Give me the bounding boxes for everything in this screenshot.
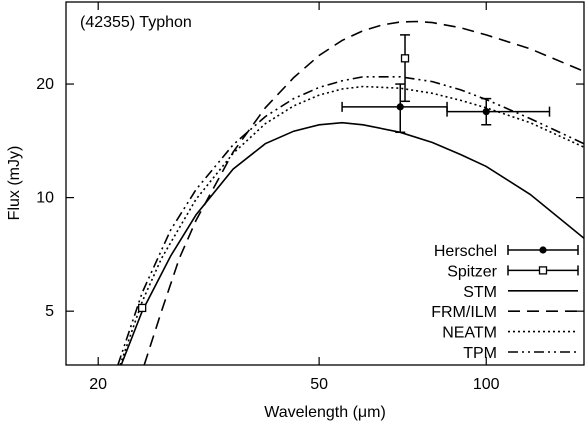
legend-label-herschel: Herschel — [434, 243, 497, 260]
series-line-frm-ilm — [143, 20, 584, 365]
x-tick-label: 20 — [89, 376, 107, 393]
herschel-data-point — [482, 108, 490, 116]
spitzer-data-point — [400, 54, 410, 63]
plot-frame — [65, 1, 585, 366]
series-line-tpm — [117, 76, 584, 365]
x-tick-label: 50 — [310, 376, 328, 393]
legend-marker-herschel — [539, 246, 547, 254]
legend-label-frm-ilm: FRM/ILM — [431, 304, 497, 321]
x-tick-label: 100 — [473, 376, 500, 393]
legend-label-stm: STM — [463, 284, 497, 301]
y-axis-label: Flux (mJy) — [6, 146, 23, 221]
chart-title: (42355) Typhon — [80, 14, 192, 31]
legend: Herschel Spitzer STM FRM/ILM NEATM TPM — [431, 243, 579, 362]
x-axis-label: Wavelength (μm) — [264, 404, 386, 421]
y-tick-label: 5 — [45, 303, 54, 320]
y-tick-label: 10 — [36, 190, 54, 207]
marker-layer — [138, 34, 551, 313]
herschel-data-point — [396, 103, 404, 111]
tick-layer: 20 50 100 5 10 20 — [36, 2, 584, 393]
spitzer-data-point — [138, 303, 147, 313]
legend-marker-spitzer — [538, 266, 548, 275]
y-tick-label: 20 — [36, 76, 54, 93]
legend-label-neatm: NEATM — [442, 325, 497, 342]
curve-layer — [117, 20, 584, 365]
legend-label-tpm: TPM — [463, 345, 497, 362]
series-line-stm — [120, 121, 584, 365]
legend-label-spitzer: Spitzer — [447, 263, 497, 280]
